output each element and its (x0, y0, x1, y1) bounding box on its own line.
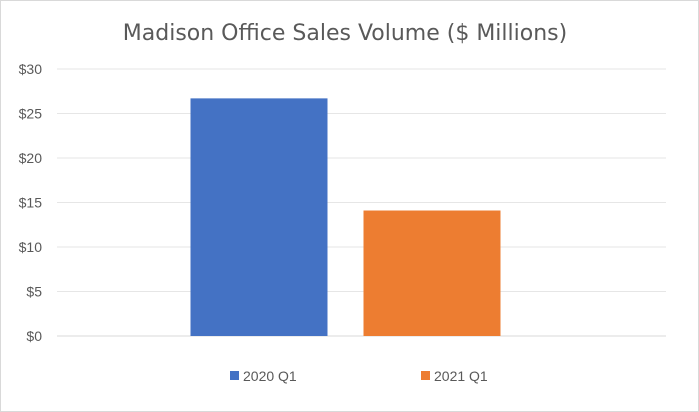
y-tick-label: $5 (26, 284, 42, 300)
y-tick-label: $25 (19, 106, 43, 122)
bar-2021-q1 (363, 210, 501, 336)
y-tick-label: $10 (19, 239, 43, 255)
y-axis-ticks: $0 $5 $10 $15 $20 $25 $30 (19, 61, 43, 344)
legend-label: 2021 Q1 (434, 368, 488, 384)
y-tick-label: $15 (19, 195, 43, 211)
y-tick-label: $30 (19, 61, 43, 77)
legend-label: 2020 Q1 (243, 368, 297, 384)
y-tick-label: $20 (19, 150, 43, 166)
gridlines (57, 68, 666, 337)
bar-2020-q1 (190, 98, 328, 337)
legend-swatch (421, 371, 430, 380)
y-tick-label: $0 (26, 328, 42, 344)
chart-title: Madison Office Sales Volume ($ Millions) (123, 21, 567, 46)
legend: 2020 Q1 2021 Q1 (230, 368, 488, 384)
bars (190, 98, 501, 337)
legend-swatch (230, 371, 239, 380)
